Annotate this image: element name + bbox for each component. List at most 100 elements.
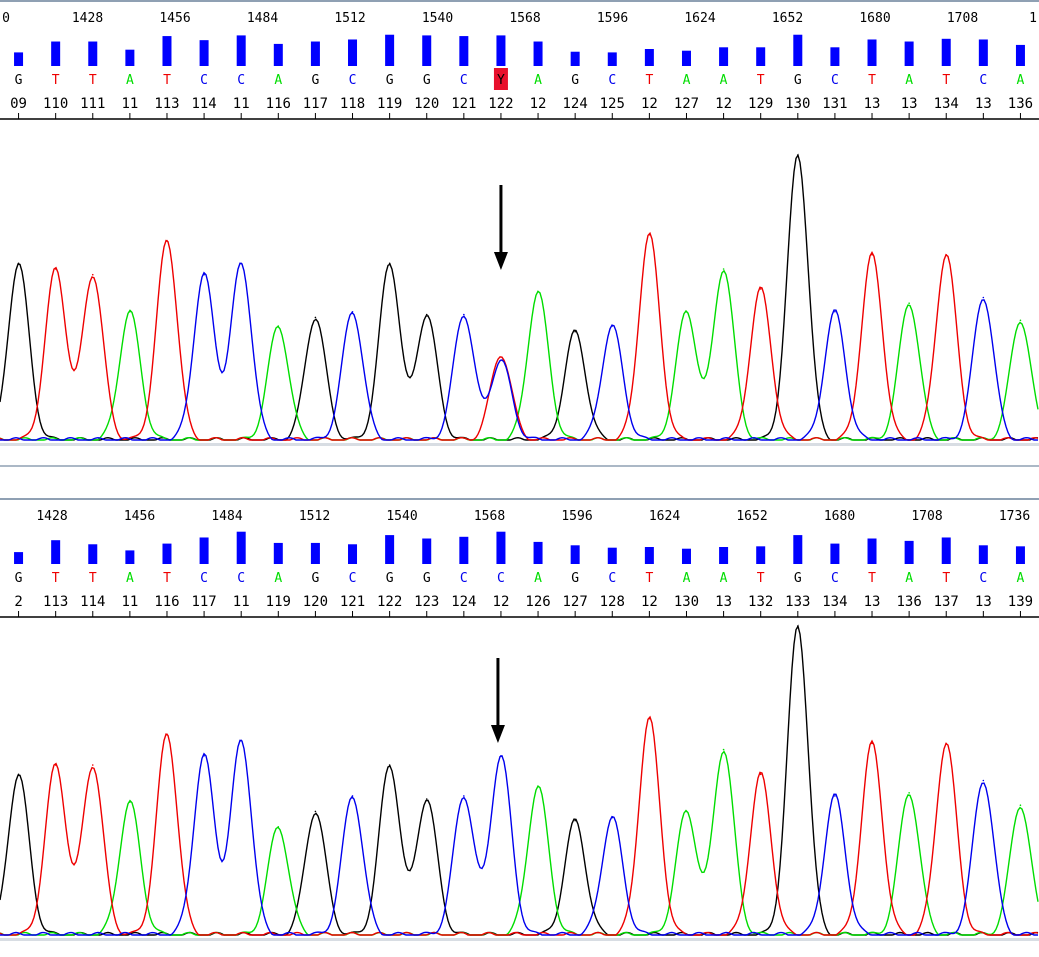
base-index-label: 12 <box>641 96 658 112</box>
base-call-A: A <box>126 571 134 586</box>
base-index-label: 126 <box>525 594 550 610</box>
quality-bar <box>867 39 877 66</box>
position-tick-label: 1568 <box>509 11 540 26</box>
peak-point <box>500 754 502 757</box>
peak-point <box>1019 804 1022 807</box>
base-call-T: T <box>942 571 950 586</box>
quality-bar <box>533 41 543 66</box>
base-index-label: 120 <box>303 594 328 610</box>
base-call-T: T <box>868 73 876 88</box>
base-call-T: T <box>89 73 97 88</box>
peak-point <box>537 291 539 293</box>
base-index-label: 11 <box>121 96 138 112</box>
quality-bar <box>607 52 617 66</box>
base-index-label: 116 <box>154 594 179 610</box>
quality-bar <box>830 543 840 564</box>
panel-bottom-rule <box>0 443 1039 446</box>
base-call-A: A <box>720 571 728 586</box>
base-call-G: G <box>794 571 802 586</box>
base-call-A: A <box>534 73 542 88</box>
base-call-C: C <box>497 571 505 586</box>
base-call-T: T <box>52 73 60 88</box>
base-call-C: C <box>460 571 468 586</box>
peak-point <box>425 313 428 316</box>
base-index-label: 113 <box>43 594 68 610</box>
base-index-label: 127 <box>563 594 588 610</box>
quality-bar <box>644 547 654 564</box>
quality-bar <box>14 552 24 564</box>
quality-bar <box>644 49 654 66</box>
base-call-G: G <box>15 571 23 586</box>
base-call-A: A <box>534 571 542 586</box>
quality-bar <box>941 38 951 66</box>
quality-bar <box>273 43 283 66</box>
base-index-label: 136 <box>1008 96 1033 112</box>
peak-point <box>91 273 94 276</box>
peak-point <box>91 764 94 766</box>
quality-bar <box>51 41 61 66</box>
quality-bar <box>941 537 951 564</box>
base-call-G: G <box>794 73 802 88</box>
base-call-C: C <box>979 571 987 586</box>
position-tick-label: 1 <box>1029 11 1037 26</box>
quality-bar <box>867 538 877 564</box>
base-index-label: 12 <box>715 96 732 112</box>
quality-bar <box>681 548 691 564</box>
quality-bar <box>570 545 580 564</box>
base-call-A: A <box>274 571 282 586</box>
peak-point <box>277 826 280 828</box>
base-index-label: 111 <box>80 96 105 112</box>
base-index-label: 124 <box>451 594 476 610</box>
peak-markers <box>17 625 1022 828</box>
base-call-T: T <box>163 571 171 586</box>
base-index-label: 127 <box>674 96 699 112</box>
peak-point <box>908 302 910 305</box>
peak-point <box>611 816 614 819</box>
base-index-label: 119 <box>266 594 291 610</box>
base-index-label: 133 <box>785 594 810 610</box>
quality-bar <box>162 36 172 66</box>
chromatogram-bottom-svg: 1428 1456 1484 1512 1540 1568 1596 1624 1652 1680… <box>0 498 1039 941</box>
base-call-C: C <box>831 73 839 88</box>
trace-G <box>0 153 1038 441</box>
peak-point <box>574 819 576 822</box>
base-call-C: C <box>831 571 839 586</box>
base-index-label: 130 <box>785 96 810 112</box>
quality-bar <box>88 41 98 66</box>
base-call-A: A <box>1017 571 1025 586</box>
quality-bar <box>125 49 135 66</box>
quality-bar <box>496 531 506 564</box>
base-call-C: C <box>237 571 245 586</box>
base-index-label: 116 <box>266 96 291 112</box>
base-index-ruler: 09 110 111 11 113 114 11 116 117 118 119 120 121 122 1… <box>0 96 1039 120</box>
base-call-C: C <box>349 571 357 586</box>
quality-bar <box>236 35 246 66</box>
position-tick-label: 1680 <box>859 11 890 26</box>
position-tick-label: 1652 <box>772 11 803 26</box>
quality-bar <box>830 47 840 66</box>
chromatogram-top-svg: 0 1428 1456 1484 1512 1540 1568 1596 1624 1652 168… <box>0 0 1039 467</box>
base-call-G: G <box>571 73 579 88</box>
quality-bars <box>14 531 1025 564</box>
peak-point <box>982 779 985 782</box>
peak-point <box>945 253 948 256</box>
base-index-label: 134 <box>822 594 847 610</box>
position-ruler: 0 1428 1456 1484 1512 1540 1568 1596 1624 1652 168… <box>2 11 1037 26</box>
quality-bar <box>904 540 914 564</box>
position-tick-label: 1568 <box>474 509 505 524</box>
quality-bar <box>756 47 766 66</box>
peak-point <box>611 325 614 327</box>
base-call-C: C <box>608 73 616 88</box>
peak-markers <box>17 154 1022 362</box>
quality-bar <box>570 51 580 66</box>
position-tick-label: 1596 <box>597 11 628 26</box>
base-index-label: 123 <box>414 594 439 610</box>
peak-point <box>240 739 242 742</box>
base-index-label: 118 <box>340 96 365 112</box>
base-index-label: 13 <box>975 594 992 610</box>
peak-point <box>722 748 725 751</box>
peak-point <box>1019 319 1022 322</box>
base-call-A: A <box>905 73 913 88</box>
peak-point <box>982 296 985 299</box>
